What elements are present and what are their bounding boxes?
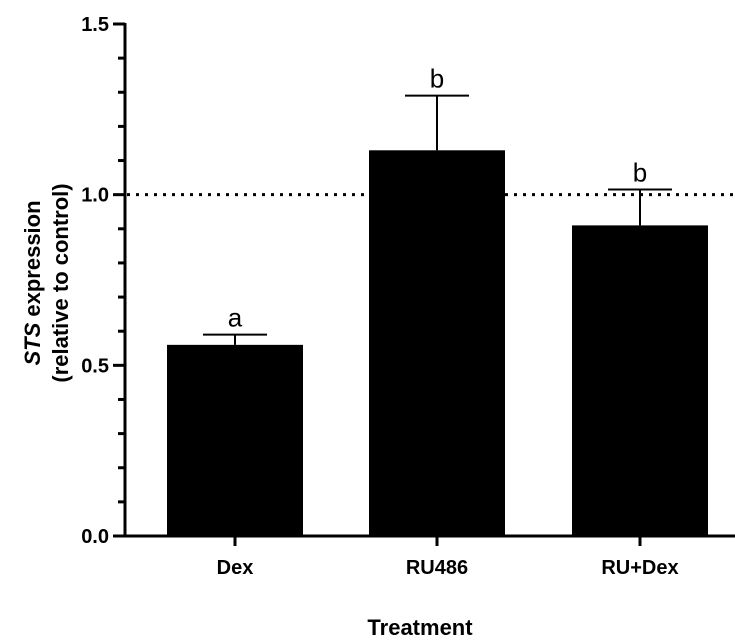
y-tick-label: 0.5 <box>81 355 109 377</box>
significance-letter: a <box>228 303 243 333</box>
significance-letter: b <box>633 158 647 188</box>
bar-ru486 <box>369 150 505 536</box>
plot-area: 0.0 0.5 1.0 1.5 a b b Dex RU486 RU+Dex <box>81 14 735 579</box>
bar-ru-dex <box>572 225 708 537</box>
svg-text:STS expression: STS expression <box>20 200 45 365</box>
y-tick-label: 1.5 <box>81 14 109 36</box>
x-axis-tick-labels: Dex RU486 RU+Dex <box>217 536 679 579</box>
y-axis-title-rest: expression <box>20 200 45 322</box>
x-axis-title: Treatment <box>367 615 473 640</box>
y-axis-ticks: 0.0 0.5 1.0 1.5 <box>81 14 125 548</box>
significance-letters: a b b <box>228 64 647 333</box>
x-tick-label: RU486 <box>406 557 468 579</box>
y-axis-title-line2: (relative to control) <box>48 183 73 382</box>
y-tick-label: 1.0 <box>81 185 109 207</box>
y-axis-title: STS expression (relative to control) <box>20 183 73 382</box>
y-tick-label: 0.0 <box>81 526 109 548</box>
bar-dex <box>167 344 303 536</box>
x-tick-label: Dex <box>217 557 254 579</box>
significance-letter: b <box>430 64 444 94</box>
bars <box>167 150 708 537</box>
error-bars <box>203 94 672 345</box>
x-tick-label: RU+Dex <box>601 557 678 579</box>
y-axis-title-italic: STS <box>20 322 45 365</box>
